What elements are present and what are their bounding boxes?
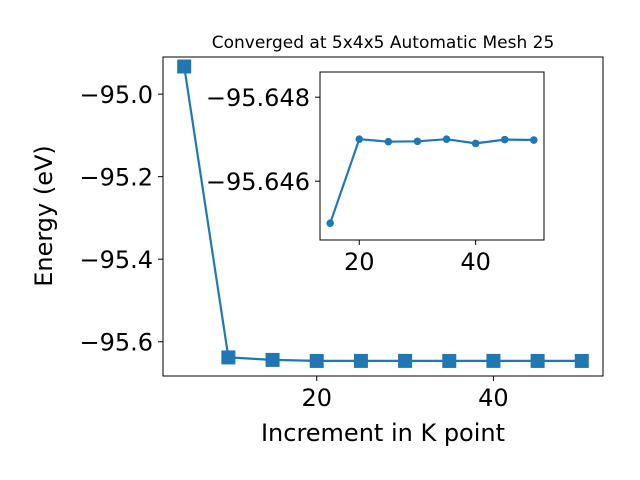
inset-axis-ticks: 20 40 −95.648 −95.646 — [206, 84, 491, 276]
inset-y-tick-label: −95.648 — [206, 84, 310, 112]
main-y-tick-label: −95.4 — [79, 246, 153, 274]
inset-data-point — [355, 135, 364, 143]
main-y-tick-label: −95.0 — [79, 81, 153, 109]
main-y-tick-label: −95.2 — [79, 164, 153, 192]
x-axis-label: Increment in K point — [261, 419, 505, 447]
inset-data-point — [413, 137, 422, 146]
inset-data-point — [442, 135, 451, 143]
inset-x-tick-label: 40 — [460, 248, 491, 276]
inset-plot-area — [320, 72, 544, 240]
main-data-point — [309, 353, 324, 368]
main-series — [177, 59, 589, 368]
inset-x-tick-label: 20 — [344, 248, 375, 276]
inset-series — [326, 135, 538, 227]
main-y-tick-label: −95.6 — [79, 329, 153, 357]
main-plot-frame — [162, 56, 604, 377]
main-data-point — [398, 353, 413, 368]
inset-data-point — [384, 137, 393, 146]
main-x-tick-label: 40 — [478, 384, 509, 412]
main-axis-ticks: 20 40 −95.0 −95.2 −95.4 −95.6 — [79, 81, 508, 412]
inset-data-point — [326, 219, 334, 227]
main-x-tick-label: 20 — [301, 384, 332, 412]
main-data-point — [486, 353, 501, 368]
chart-title: Converged at 5x4x5 Automatic Mesh 25 — [212, 33, 555, 53]
main-data-point — [265, 352, 280, 367]
inset-y-tick-label: −95.646 — [206, 168, 310, 196]
main-data-point — [442, 353, 457, 368]
y-axis-label: Energy (eV) — [30, 145, 58, 287]
main-data-point — [574, 353, 589, 368]
inset-data-point — [530, 136, 538, 144]
inset-plot-frame — [319, 71, 545, 241]
main-data-point — [177, 59, 192, 74]
main-data-point — [530, 353, 545, 368]
inset-data-point — [471, 139, 480, 148]
main-series-line — [183, 66, 582, 362]
main-data-point — [353, 353, 368, 368]
inset-data-point — [500, 135, 509, 144]
main-data-point — [221, 350, 236, 365]
inset-series-line — [329, 138, 534, 224]
